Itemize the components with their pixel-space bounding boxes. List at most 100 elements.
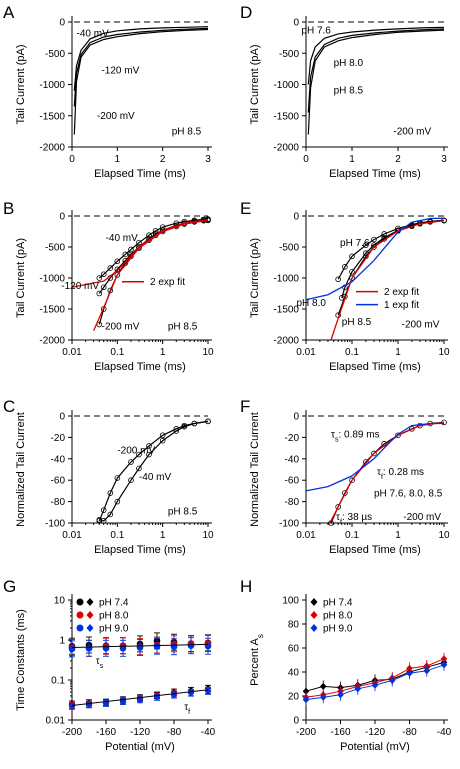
- x-tick-label-A: 1: [115, 154, 121, 165]
- x-tick-label-C: 1: [160, 530, 166, 541]
- data-point-C-1: [128, 477, 134, 484]
- data-point-E-0: [349, 253, 355, 260]
- annotation-B: -120 mV: [61, 281, 99, 292]
- trace-line-A-1: [73, 27, 209, 107]
- y-tick-label-B: -1000: [39, 274, 65, 285]
- x-tick-label-G: -160: [96, 727, 116, 738]
- data-point-B-2: [107, 265, 114, 271]
- data-point-B-2: [159, 224, 166, 230]
- annotation-G: τf: [184, 702, 190, 716]
- y-tick-label-H: 60: [288, 644, 300, 655]
- fit-line-G-tau-s: [71, 643, 209, 648]
- y-tick-label-F: -60: [285, 476, 300, 487]
- x-tick-label-B: 0.1: [110, 347, 124, 358]
- legend-marker-G: [86, 598, 94, 606]
- x-tick-label-C: 0.01: [62, 530, 82, 541]
- data-point-G-2: [119, 697, 127, 706]
- data-point-H-2: [337, 691, 344, 699]
- legend-marker-G: [86, 611, 94, 619]
- legend-marker-G: [76, 598, 84, 606]
- data-point-C-0: [146, 443, 152, 449]
- x-tick-label-F: 0.1: [345, 530, 359, 541]
- data-point-G-2: [136, 644, 144, 651]
- y-tick-label-H: 0: [293, 716, 299, 727]
- data-point-G-2: [170, 643, 178, 650]
- y-axis-label-C: Normalized Tail Current: [15, 412, 27, 527]
- legend-marker-G: [76, 624, 84, 632]
- trace-line-A-2: [73, 26, 209, 91]
- legend-marker-G: [76, 611, 84, 619]
- data-point-B-2: [136, 239, 142, 246]
- data-point-B-2: [146, 232, 152, 239]
- y-tick-label-H: 100: [282, 596, 299, 607]
- data-point-C-0: [114, 475, 121, 481]
- data-point-C-1: [136, 465, 142, 472]
- x-axis-label-G: Potential (mV): [105, 741, 175, 753]
- legend-label-B: 2 exp fit: [150, 277, 185, 288]
- x-axis-label-D: Elapsed Time (ms): [329, 168, 421, 180]
- data-point-G-2: [85, 701, 93, 709]
- annotation-C: -40 mV: [139, 472, 172, 483]
- y-tick-label-A: -2000: [39, 143, 65, 154]
- data-point-G-2: [68, 645, 76, 653]
- legend-marker-H: [310, 598, 318, 606]
- y-tick-label-H: 20: [288, 692, 300, 703]
- legend-label-G: pH 8.0: [99, 611, 129, 622]
- annotation-D: pH 8.5: [334, 85, 364, 96]
- y-tick-label-D: 0: [293, 18, 299, 29]
- data-point-E-0: [371, 236, 377, 243]
- data-point-F-0: [395, 432, 401, 439]
- data-point-C-1: [159, 437, 166, 444]
- data-point-F-0: [349, 477, 355, 484]
- x-tick-label-C: 0.1: [110, 530, 124, 541]
- y-tick-label-C: -100: [45, 519, 65, 530]
- data-point-C-0: [136, 451, 142, 458]
- legend-label-H: pH 7.4: [323, 598, 353, 609]
- data-point-B-1: [96, 290, 103, 297]
- panel-letter-c: C: [3, 397, 15, 416]
- data-point-H-2: [302, 696, 310, 704]
- panel-letter-d: D: [240, 3, 252, 22]
- data-point-B-0: [114, 272, 121, 278]
- data-point-C-1: [191, 420, 198, 427]
- data-point-H-0: [302, 687, 310, 695]
- x-tick-label-G: -200: [62, 727, 82, 738]
- trace-line-D-2: [307, 26, 445, 85]
- data-point-G-2: [187, 642, 195, 650]
- x-axis-label-F: Elapsed Time (ms): [329, 544, 421, 556]
- legend-label-H: pH 9.0: [323, 624, 353, 635]
- annotation-E: pH 8.5: [342, 317, 372, 328]
- x-tick-label-D: 2: [395, 154, 401, 165]
- data-point-C-1: [107, 511, 114, 518]
- data-point-C-0: [128, 459, 134, 465]
- legend-marker-G: [86, 624, 94, 632]
- data-point-C-1: [146, 451, 152, 458]
- annotation-F: pH 7.6, 8.0, 8.5: [374, 488, 443, 499]
- x-tick-label-G: -40: [201, 727, 216, 738]
- data-point-G-2: [85, 645, 93, 652]
- fit-line-B-1: [71, 219, 209, 288]
- trace-line-D-0: [307, 29, 445, 135]
- legend-label-G: pH 9.0: [99, 624, 129, 635]
- y-tick-label-C: -40: [51, 454, 66, 465]
- annotation-E: pH 8.0: [296, 298, 326, 309]
- data-point-H-0: [319, 682, 327, 690]
- x-tick-label-A: 0: [69, 154, 75, 165]
- y-tick-label-G: 0.01: [46, 716, 66, 727]
- annotation-B: -200 mV: [102, 321, 140, 332]
- x-tick-label-A: 2: [160, 154, 166, 165]
- data-point-H-2: [440, 661, 448, 669]
- data-point-B-1: [114, 266, 121, 273]
- annotation-E: -200 mV: [402, 320, 440, 331]
- data-point-H-2: [423, 667, 431, 675]
- y-tick-label-A: 0: [59, 18, 65, 29]
- x-axis-label-C: Elapsed Time (ms): [94, 544, 186, 556]
- data-point-H-2: [319, 693, 327, 701]
- data-point-G-2: [68, 702, 76, 710]
- data-point-B-2: [122, 251, 129, 258]
- annotation-D: -200 mV: [393, 127, 431, 138]
- y-tick-label-A: -500: [45, 49, 65, 60]
- data-point-C-1: [173, 428, 180, 434]
- annotation-D: pH 8.0: [334, 58, 364, 69]
- annotation-F: τf: 0.28 ms: [377, 467, 424, 481]
